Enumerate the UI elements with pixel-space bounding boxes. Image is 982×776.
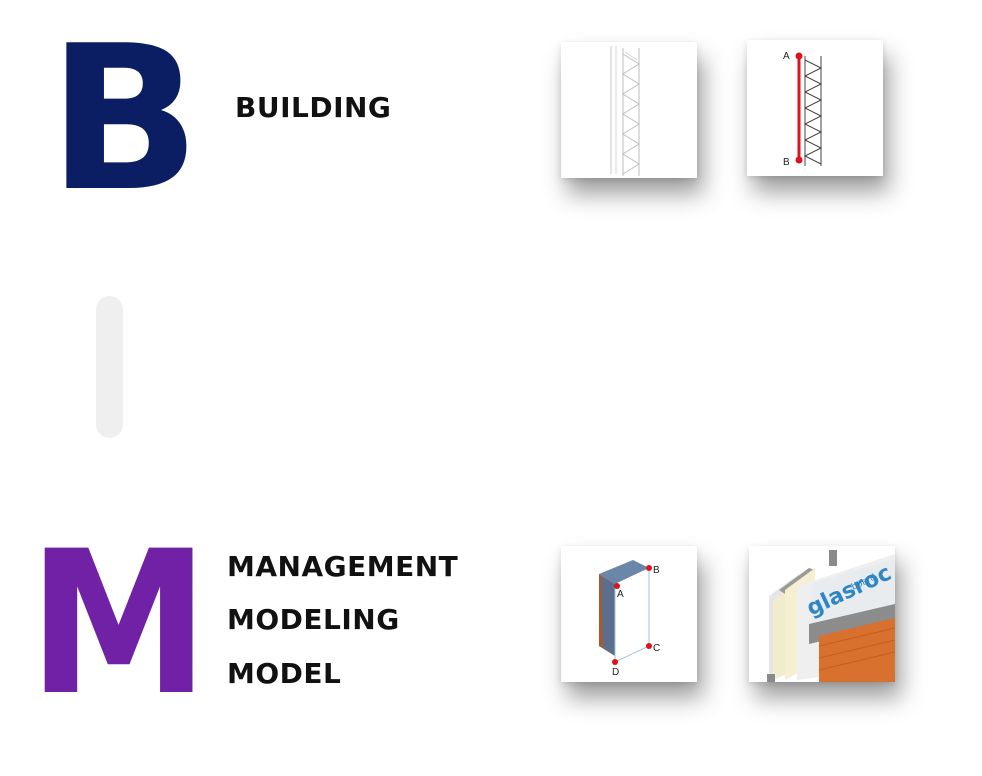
panel-corners-diagram: A B C D <box>599 560 660 678</box>
corner-a-label: A <box>617 589 624 600</box>
word-model: MODEL <box>227 657 342 690</box>
wall-build-up-illustration: glasroc board <box>767 550 895 682</box>
letter-m: M <box>28 508 210 739</box>
corner-b-label: B <box>653 565 660 576</box>
corner-d-marker <box>612 659 618 665</box>
corner-c-marker <box>646 643 652 649</box>
corner-a-marker <box>614 583 620 589</box>
word-modeling: MODELING <box>227 603 400 636</box>
wall-section-measure: A B <box>783 51 823 168</box>
wall-section-sketch-thumbnail <box>561 42 697 178</box>
corner-d-label: D <box>612 667 619 678</box>
word-management: MANAGEMENT <box>227 550 459 583</box>
wall-section-sketch <box>610 46 640 176</box>
panel-corners-thumbnail: A B C D <box>561 546 697 682</box>
label-b: B <box>783 157 790 168</box>
wall-section-measure-thumbnail: A B <box>747 40 883 176</box>
wall-build-up-thumbnail: glasroc board <box>749 546 895 682</box>
corner-c-label: C <box>653 643 660 654</box>
point-a-marker <box>795 52 803 60</box>
letter-i-bar <box>96 296 123 438</box>
point-b-marker <box>795 156 803 164</box>
letter-b: B <box>48 3 200 236</box>
word-building: BUILDING <box>235 91 392 124</box>
label-a: A <box>783 51 790 62</box>
corner-b-marker <box>646 565 652 571</box>
